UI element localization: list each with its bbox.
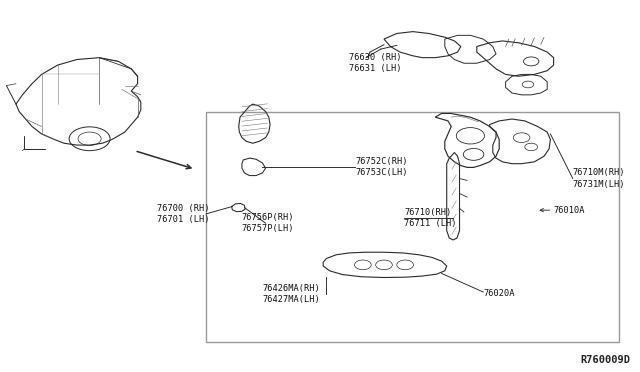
Text: 76010A: 76010A [554, 206, 585, 215]
Text: 76752C(RH): 76752C(RH) [355, 157, 408, 166]
Text: 76757P(LH): 76757P(LH) [242, 224, 294, 233]
Text: 76426MA(RH): 76426MA(RH) [262, 284, 320, 293]
Text: 76710(RH): 76710(RH) [404, 208, 452, 217]
Text: 76701 (LH): 76701 (LH) [157, 215, 209, 224]
Text: 76700 (RH): 76700 (RH) [157, 204, 209, 213]
Text: 76711 (LH): 76711 (LH) [404, 219, 457, 228]
Text: 76753C(LH): 76753C(LH) [355, 169, 408, 177]
Text: 76756P(RH): 76756P(RH) [242, 213, 294, 222]
Bar [206, 112, 619, 342]
Text: 76020A: 76020A [483, 289, 515, 298]
Text: 76710M(RH): 76710M(RH) [573, 169, 625, 177]
Text: 76631 (LH): 76631 (LH) [349, 64, 401, 73]
Text: 76731M(LH): 76731M(LH) [573, 180, 625, 189]
Text: 76427MA(LH): 76427MA(LH) [262, 295, 320, 304]
Text: R760009D: R760009D [580, 355, 630, 365]
Text: 76630 (RH): 76630 (RH) [349, 53, 401, 62]
